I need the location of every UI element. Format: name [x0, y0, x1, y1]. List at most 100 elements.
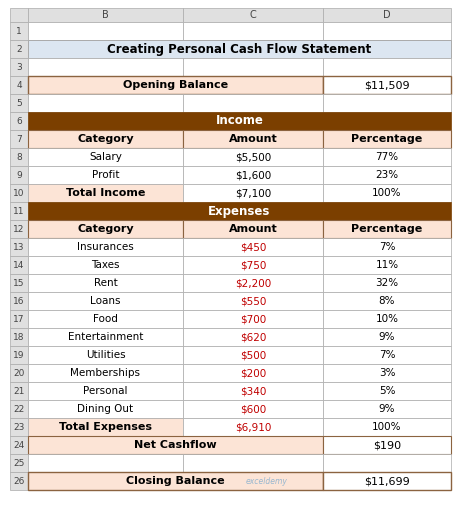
Bar — [323, 400, 451, 418]
Bar — [10, 58, 28, 76]
Text: Total Expenses: Total Expenses — [59, 422, 152, 432]
Bar — [323, 364, 451, 382]
Bar — [323, 166, 451, 184]
Bar — [10, 22, 28, 40]
Text: 7%: 7% — [379, 242, 395, 252]
Text: Creating Personal Cash Flow Statement: Creating Personal Cash Flow Statement — [108, 43, 372, 56]
Bar — [183, 184, 323, 202]
Text: Amount: Amount — [228, 134, 277, 144]
Bar — [323, 328, 451, 346]
Bar — [183, 130, 323, 148]
Bar — [28, 76, 323, 94]
Text: 12: 12 — [13, 225, 25, 233]
Text: $7,100: $7,100 — [235, 188, 271, 198]
Bar — [10, 472, 28, 490]
Bar — [183, 220, 323, 238]
Bar — [10, 418, 28, 436]
Bar — [183, 346, 323, 364]
Text: 18: 18 — [13, 333, 25, 341]
Text: $600: $600 — [240, 404, 266, 414]
Bar — [10, 76, 28, 94]
Bar — [323, 238, 451, 256]
Text: Loans: Loans — [90, 296, 121, 306]
Bar — [323, 454, 451, 472]
Text: 15: 15 — [13, 279, 25, 287]
Bar — [28, 292, 183, 310]
Bar — [183, 418, 323, 436]
Bar — [10, 346, 28, 364]
Bar — [183, 8, 323, 22]
Bar — [323, 256, 451, 274]
Text: Entertainment: Entertainment — [68, 332, 143, 342]
Text: 13: 13 — [13, 243, 25, 251]
Bar — [183, 400, 323, 418]
Bar — [323, 148, 451, 166]
Text: 8%: 8% — [379, 296, 395, 306]
Bar — [10, 364, 28, 382]
Bar — [183, 94, 323, 112]
Bar — [10, 148, 28, 166]
Text: 7%: 7% — [379, 350, 395, 360]
Bar — [28, 202, 451, 220]
Bar — [323, 472, 451, 490]
Bar — [28, 400, 183, 418]
Text: Memberships: Memberships — [71, 368, 140, 378]
Text: Insurances: Insurances — [77, 242, 134, 252]
Text: 26: 26 — [13, 476, 25, 486]
Text: 77%: 77% — [375, 152, 399, 162]
Bar — [10, 310, 28, 328]
Text: B: B — [102, 10, 109, 20]
Bar — [28, 220, 183, 238]
Text: Net Cashflow: Net Cashflow — [134, 440, 217, 450]
Text: Expenses: Expenses — [208, 204, 271, 217]
Bar — [28, 238, 183, 256]
Bar — [323, 184, 451, 202]
Bar — [183, 238, 323, 256]
Text: 100%: 100% — [372, 188, 402, 198]
Bar — [10, 94, 28, 112]
Bar — [183, 148, 323, 166]
Text: 17: 17 — [13, 315, 25, 323]
Text: 19: 19 — [13, 351, 25, 359]
Bar — [10, 328, 28, 346]
Text: 25: 25 — [13, 458, 25, 468]
Text: 10: 10 — [13, 188, 25, 197]
Text: exceldemy: exceldemy — [246, 477, 288, 486]
Bar — [323, 58, 451, 76]
Text: $2,200: $2,200 — [235, 278, 271, 288]
Bar — [183, 274, 323, 292]
Bar — [323, 76, 451, 94]
Bar — [10, 8, 28, 22]
Text: $190: $190 — [373, 440, 401, 450]
Bar — [183, 292, 323, 310]
Bar — [28, 130, 183, 148]
Bar — [183, 454, 323, 472]
Bar — [10, 202, 28, 220]
Bar — [28, 40, 451, 58]
Text: Percentage: Percentage — [351, 134, 423, 144]
Bar — [28, 346, 183, 364]
Text: $750: $750 — [240, 260, 266, 270]
Text: 7: 7 — [16, 134, 22, 144]
Text: Opening Balance: Opening Balance — [123, 80, 228, 90]
Text: $5,500: $5,500 — [235, 152, 271, 162]
Text: Percentage: Percentage — [351, 224, 423, 234]
Text: 23: 23 — [13, 422, 25, 432]
Bar — [10, 292, 28, 310]
Text: Utilities: Utilities — [86, 350, 125, 360]
Text: 3: 3 — [16, 62, 22, 72]
Bar — [323, 8, 451, 22]
Text: $450: $450 — [240, 242, 266, 252]
Text: 10%: 10% — [375, 314, 399, 324]
Bar — [323, 346, 451, 364]
Bar — [183, 328, 323, 346]
Bar — [28, 418, 183, 436]
Bar — [10, 166, 28, 184]
Bar — [28, 454, 183, 472]
Text: $11,699: $11,699 — [364, 476, 410, 486]
Bar — [10, 40, 28, 58]
Text: $550: $550 — [240, 296, 266, 306]
Text: Income: Income — [216, 114, 264, 128]
Text: 32%: 32% — [375, 278, 399, 288]
Bar — [10, 454, 28, 472]
